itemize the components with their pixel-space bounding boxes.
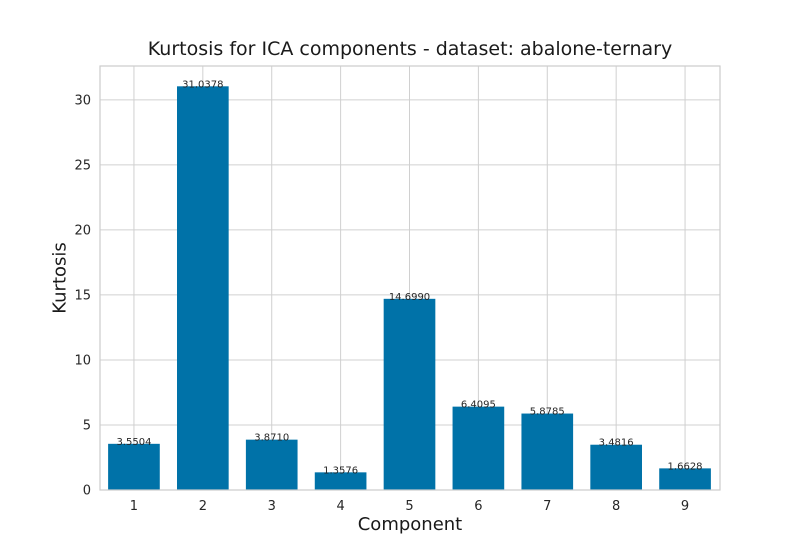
- bar-value-label: 1.3576: [323, 465, 358, 476]
- bar: [659, 468, 711, 490]
- y-tick-label: 5: [83, 418, 91, 433]
- bar-value-label: 5.8785: [530, 407, 565, 418]
- x-tick-label: 5: [405, 499, 413, 514]
- bar-value-label: 31.0378: [182, 79, 223, 90]
- y-axis-label: Kurtosis: [49, 242, 71, 314]
- bar: [177, 86, 229, 491]
- bar: [521, 413, 574, 490]
- x-tick-label: 3: [268, 499, 276, 514]
- bar-value-label: 3.4816: [599, 438, 634, 449]
- y-tick-label: 25: [74, 158, 91, 173]
- bar-value-label: 3.5504: [116, 437, 151, 448]
- axes-frame: [99, 65, 721, 491]
- x-tick-label: 6: [474, 499, 482, 514]
- bar: [383, 298, 436, 490]
- bar-value-label: 1.6628: [668, 461, 703, 472]
- bar: [245, 439, 298, 490]
- y-tick-label: 0: [83, 484, 91, 499]
- bar: [108, 443, 160, 490]
- x-tick-label: 9: [681, 499, 689, 514]
- x-tick-label: 1: [130, 499, 138, 514]
- y-tick-label: 10: [74, 353, 91, 368]
- y-tick-label: 15: [74, 288, 91, 303]
- bar-value-label: 14.6990: [389, 292, 430, 303]
- bar: [452, 406, 505, 490]
- bar: [590, 444, 642, 490]
- bar-value-label: 3.8710: [254, 433, 289, 444]
- x-tick-label: 4: [336, 499, 344, 514]
- bar: [314, 472, 367, 490]
- y-tick-label: 20: [74, 223, 91, 238]
- bar-value-label: 6.4095: [461, 400, 496, 411]
- y-tick-label: 30: [74, 93, 91, 108]
- x-tick-label: 8: [612, 499, 620, 514]
- chart-title: Kurtosis for ICA components - dataset: a…: [147, 38, 673, 60]
- x-axis-label: Component: [357, 514, 463, 535]
- x-tick-label: 7: [543, 499, 551, 514]
- x-tick-label: 2: [199, 499, 207, 514]
